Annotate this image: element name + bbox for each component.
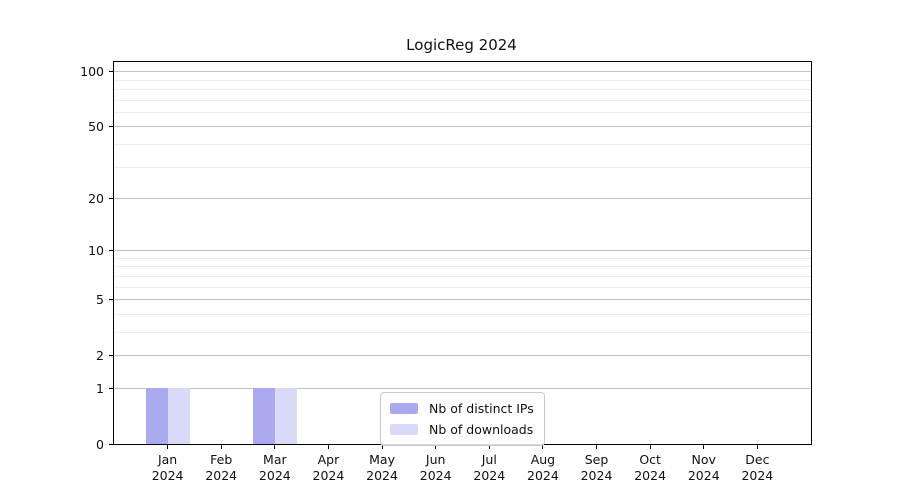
gridline-minor <box>114 286 811 288</box>
x-tick-label-line: Jun <box>425 452 446 467</box>
gridline-minor <box>114 143 811 145</box>
bar-downloads <box>274 388 297 444</box>
x-tick-label: Dec 2024 <box>731 452 785 484</box>
x-tick-label-line: 2024 <box>687 468 720 483</box>
x-tick-label: Jun 2024 <box>409 452 463 484</box>
legend: Nb of distinct IPs Nb of downloads <box>380 392 545 446</box>
x-tick-label-line: 2024 <box>258 468 291 483</box>
x-axis-tick <box>167 444 169 449</box>
gridline-minor <box>114 257 811 259</box>
x-tick-label-line: Jan <box>157 452 178 467</box>
chart-title: LogicReg 2024 <box>406 36 517 54</box>
x-tick-label: Feb 2024 <box>194 452 248 484</box>
y-tick-label: 50 <box>88 119 104 135</box>
gridline-minor <box>114 331 811 333</box>
x-tick-label-line: Nov <box>691 452 716 467</box>
x-tick-label-line: 2024 <box>366 468 398 483</box>
y-axis-tick <box>109 298 114 300</box>
x-tick-label: Mar 2024 <box>248 452 302 484</box>
bar-downloads <box>167 388 190 444</box>
legend-swatch <box>390 403 418 414</box>
x-tick-label-line: 2024 <box>527 468 559 483</box>
legend-item: Nb of distinct IPs <box>390 398 534 419</box>
gridline-minor <box>114 275 811 277</box>
gridline-major <box>114 298 811 300</box>
x-tick-label-line: Aug <box>530 452 556 467</box>
x-tick-label-line: 2024 <box>580 468 613 483</box>
x-tick-label: Jan 2024 <box>141 452 195 484</box>
gridline-major <box>114 71 811 73</box>
legend-item: Nb of downloads <box>390 419 534 440</box>
x-tick-label-line: 2024 <box>151 468 184 483</box>
y-tick-label: 0 <box>96 436 104 452</box>
x-axis-tick <box>649 444 651 449</box>
gridline-major <box>114 250 811 252</box>
x-tick-label-line: May <box>369 452 395 467</box>
x-tick-label-line: 2024 <box>473 468 506 483</box>
y-tick-label: 100 <box>80 64 104 80</box>
gridline-major <box>114 126 811 128</box>
x-axis-tick <box>435 444 437 449</box>
x-axis-tick <box>220 444 222 449</box>
gridline-minor <box>114 266 811 268</box>
y-axis-tick <box>109 443 114 445</box>
x-tick-label-line: Sep <box>584 452 609 467</box>
x-axis-tick <box>488 444 490 449</box>
x-tick-label: Nov 2024 <box>677 452 731 484</box>
x-tick-label-line: Feb <box>210 452 233 467</box>
y-axis-tick <box>109 387 114 389</box>
x-tick-label: Oct 2024 <box>623 452 677 484</box>
x-axis-tick <box>756 444 758 449</box>
x-tick-label-line: 2024 <box>741 468 774 483</box>
x-tick-label-line: Apr <box>317 452 340 467</box>
y-tick-label: 10 <box>88 243 104 259</box>
x-tick-label-line: Oct <box>639 452 661 467</box>
y-tick-label: 5 <box>96 291 104 307</box>
gridline-minor <box>114 313 811 315</box>
y-tick-label: 2 <box>96 347 104 363</box>
gridline-major <box>114 197 811 199</box>
gridline-minor <box>114 99 811 101</box>
gridline-minor <box>114 89 811 91</box>
x-tick-label-line: Mar <box>263 452 287 467</box>
legend-swatch <box>390 424 418 435</box>
x-tick-label-line: 2024 <box>419 468 452 483</box>
y-axis-tick <box>109 126 114 128</box>
x-tick-label-line: 2024 <box>205 468 238 483</box>
x-axis-tick <box>596 444 598 449</box>
x-tick-label-line: 2024 <box>634 468 667 483</box>
y-axis-tick <box>109 71 114 73</box>
gridline-minor <box>114 111 811 113</box>
x-axis-tick <box>381 444 383 449</box>
x-tick-label: Apr 2024 <box>302 452 356 484</box>
x-tick-label: Jul 2024 <box>463 452 517 484</box>
x-axis-tick <box>542 444 544 449</box>
legend-label: Nb of downloads <box>429 422 534 437</box>
x-tick-label-line: 2024 <box>312 468 345 483</box>
y-axis-tick <box>109 197 114 199</box>
gridline-major <box>114 354 811 356</box>
y-axis-tick <box>109 354 114 356</box>
x-axis-tick <box>703 444 705 449</box>
y-tick-label: 20 <box>88 190 104 206</box>
legend-label: Nb of distinct IPs <box>429 401 534 416</box>
y-tick-label: 1 <box>96 380 104 396</box>
x-tick-label-line: Dec <box>745 452 770 467</box>
bar-distinct-ips <box>145 388 168 444</box>
bar-distinct-ips <box>252 388 275 444</box>
x-tick-label: Sep 2024 <box>570 452 624 484</box>
x-axis-tick <box>327 444 329 449</box>
x-tick-label: May 2024 <box>355 452 409 484</box>
y-axis-tick <box>109 250 114 252</box>
plot-area: 0 1 2 5 10 20 50 100 Jan 2024 Feb 2024 Mar 2024 Apr 202… <box>80 61 812 483</box>
gridline-minor <box>114 79 811 81</box>
x-tick-label-line: Jul <box>481 452 497 467</box>
x-tick-label: Aug 2024 <box>516 452 570 484</box>
gridline-minor <box>114 166 811 168</box>
x-axis-tick <box>274 444 276 449</box>
gridline-major <box>114 387 811 389</box>
